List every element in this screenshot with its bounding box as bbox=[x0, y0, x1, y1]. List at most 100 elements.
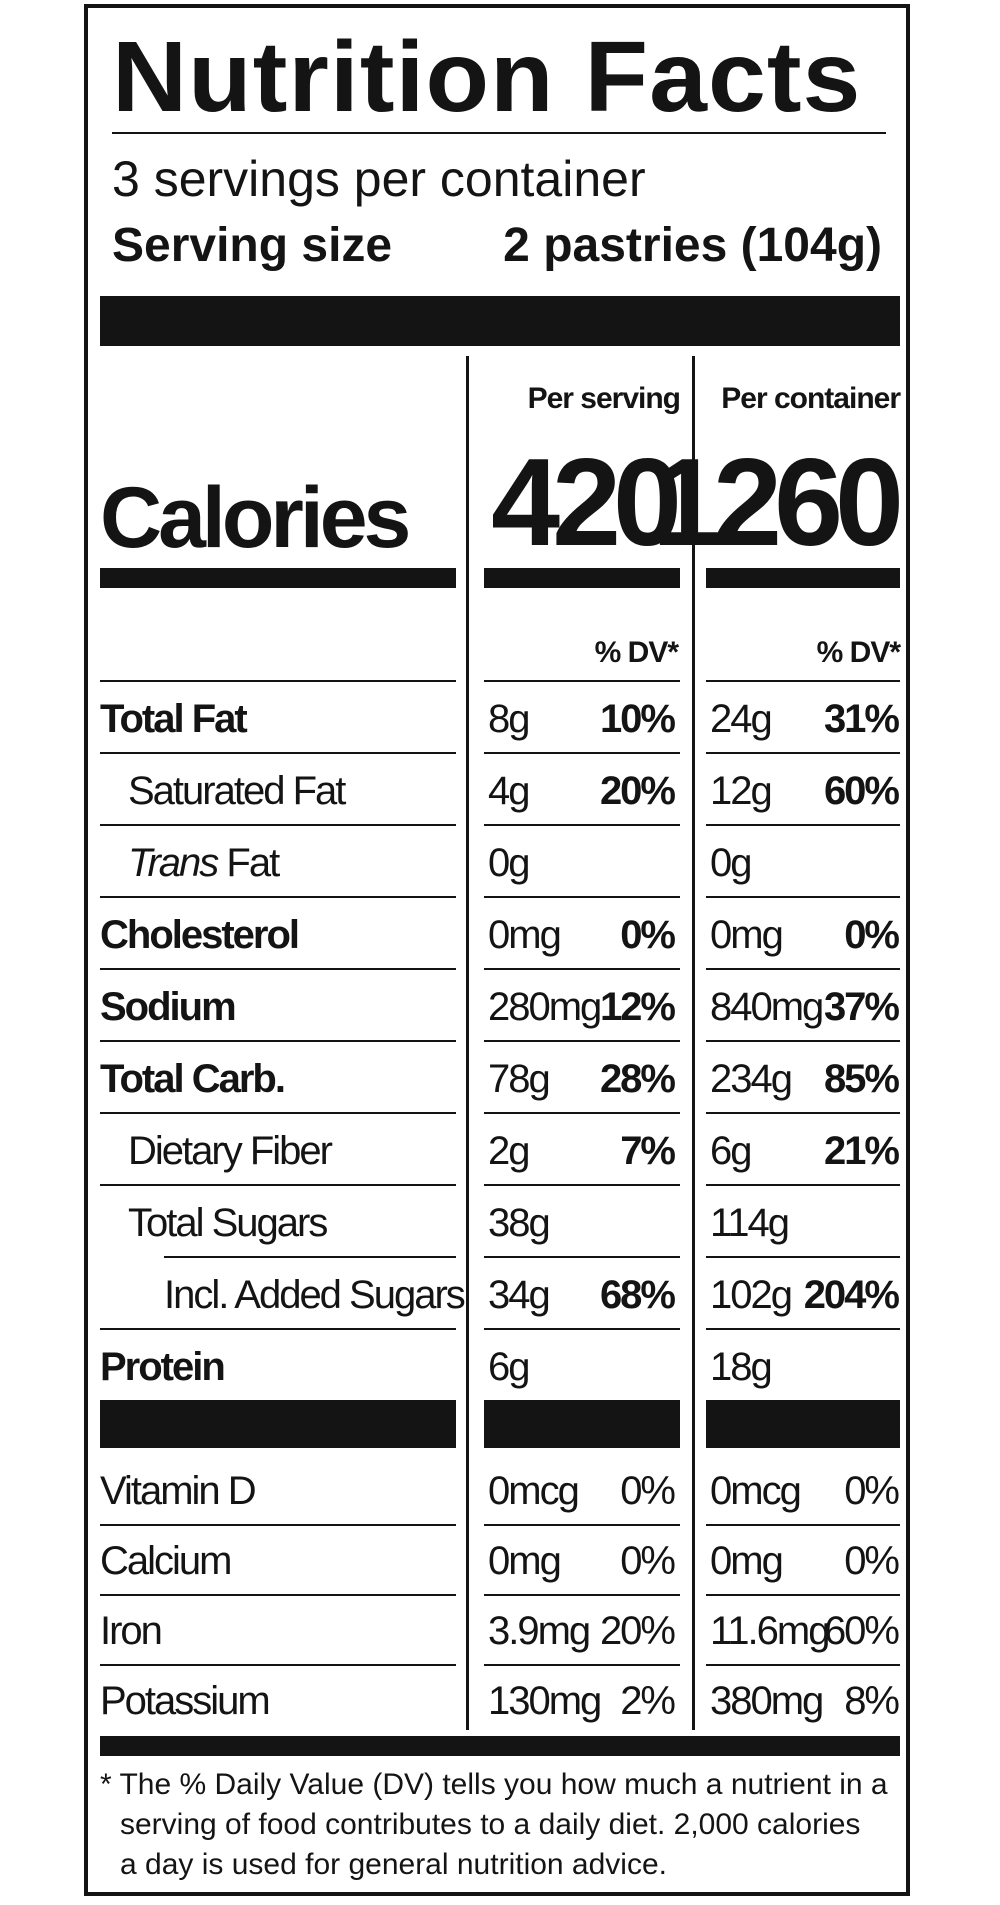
dv-header-serving: % DV* bbox=[594, 636, 679, 669]
label-title: Nutrition Facts bbox=[112, 21, 862, 133]
row-divider-container bbox=[706, 1328, 900, 1330]
row-divider-label bbox=[100, 1328, 456, 1330]
nutrient-name: Total Carb. bbox=[100, 1044, 286, 1114]
serving-amount: 0mg bbox=[488, 1539, 562, 1583]
row-divider-container bbox=[706, 1184, 900, 1186]
container-amount: 24g bbox=[710, 697, 773, 741]
row-divider-container bbox=[706, 752, 900, 754]
thick-bar-vitamins bbox=[100, 1400, 456, 1448]
nutrient-name: Saturated Fat bbox=[128, 756, 346, 826]
row-divider-serving bbox=[484, 680, 680, 682]
row-divider-container bbox=[706, 1594, 900, 1596]
serving-dv: 28% bbox=[599, 1057, 676, 1101]
vitamin-name: Vitamin D bbox=[100, 1469, 257, 1513]
row-divider-label bbox=[100, 1040, 456, 1042]
serving-amount: 130mg bbox=[488, 1679, 602, 1723]
container-amount: 6g bbox=[710, 1129, 752, 1173]
container-amount: 380mg bbox=[710, 1679, 824, 1723]
row-divider-label bbox=[100, 968, 456, 970]
title-divider bbox=[112, 132, 886, 134]
vitamin-name: Potassium bbox=[100, 1679, 271, 1723]
per-container-header: Per container bbox=[721, 382, 901, 415]
row-divider-container bbox=[706, 1040, 900, 1042]
row-divider-label bbox=[100, 1664, 456, 1666]
row-divider-serving bbox=[484, 1594, 680, 1596]
nutrient-name-text: Total Fat bbox=[100, 697, 248, 741]
serving-dv: 2% bbox=[620, 1679, 676, 1723]
serving-dv: 0% bbox=[620, 913, 676, 957]
serving-amount: 0g bbox=[488, 841, 530, 885]
container-amount: 0g bbox=[710, 841, 752, 885]
container-dv: 204% bbox=[803, 1273, 900, 1317]
nutrient-name: Trans Fat bbox=[128, 828, 280, 898]
nutrient-name: Total Sugars bbox=[128, 1188, 328, 1258]
container-dv: 85% bbox=[823, 1057, 900, 1101]
footnote-line: * The % Daily Value (DV) tells you how m… bbox=[100, 1768, 888, 1801]
row-divider-label bbox=[100, 896, 456, 898]
container-amount: 18g bbox=[710, 1345, 773, 1389]
row-divider-serving bbox=[484, 1112, 680, 1114]
serving-dv: 68% bbox=[599, 1273, 676, 1317]
row-divider-container bbox=[706, 1664, 900, 1666]
container-dv: 0% bbox=[844, 913, 900, 957]
container-dv: 8% bbox=[844, 1679, 900, 1723]
row-divider-serving bbox=[484, 896, 680, 898]
container-dv: 60% bbox=[823, 1609, 900, 1653]
footnote-line: serving of food contributes to a daily d… bbox=[120, 1808, 861, 1841]
container-amount: 840mg bbox=[710, 985, 824, 1029]
per-serving-header: Per serving bbox=[527, 382, 681, 415]
container-amount: 0mcg bbox=[710, 1469, 802, 1513]
serving-amount: 4g bbox=[488, 769, 530, 813]
row-divider-serving bbox=[484, 1184, 680, 1186]
serving-size-value: 2 pastries (104g) bbox=[503, 219, 882, 272]
calories-bar-container bbox=[706, 568, 900, 588]
column-divider-left bbox=[466, 356, 469, 1730]
row-divider-label bbox=[100, 752, 456, 754]
servings-per-container: 3 servings per container bbox=[112, 151, 646, 207]
serving-amount: 3.9mg bbox=[488, 1609, 591, 1653]
row-divider-serving bbox=[484, 1664, 680, 1666]
row-divider-container bbox=[706, 680, 900, 682]
serving-dv: 12% bbox=[599, 985, 676, 1029]
row-divider-container bbox=[706, 968, 900, 970]
row-divider-container bbox=[706, 1256, 900, 1258]
row-divider-serving bbox=[484, 968, 680, 970]
footnote: * The % Daily Value (DV) tells you how m… bbox=[100, 1765, 900, 1885]
nutrient-name-text: Fat bbox=[217, 841, 280, 885]
serving-amount: 6g bbox=[488, 1345, 530, 1389]
row-divider-label bbox=[100, 1112, 456, 1114]
thick-bar-vitamins-container bbox=[706, 1400, 900, 1448]
calories-bar-label bbox=[100, 568, 456, 588]
calories-per-container: 1260 bbox=[652, 434, 904, 572]
calories-per-serving: 420 bbox=[491, 434, 682, 572]
nutrient-name-text: Cholesterol bbox=[100, 913, 300, 957]
serving-dv: 0% bbox=[620, 1469, 676, 1513]
nutrient-name: Sodium bbox=[100, 972, 237, 1042]
serving-dv: 20% bbox=[599, 769, 676, 813]
row-divider-serving bbox=[484, 1328, 680, 1330]
serving-amount: 0mcg bbox=[488, 1469, 580, 1513]
nutrient-name: Incl. Added Sugars bbox=[164, 1260, 466, 1330]
calories-bar-serving bbox=[484, 568, 680, 588]
container-amount: 12g bbox=[710, 769, 773, 813]
container-amount: 234g bbox=[710, 1057, 793, 1101]
nutrient-name: Total Fat bbox=[100, 684, 248, 754]
serving-amount: 8g bbox=[488, 697, 530, 741]
row-divider-container bbox=[706, 824, 900, 826]
row-divider-container bbox=[706, 1112, 900, 1114]
nutrient-name-text: Incl. Added Sugars bbox=[164, 1273, 466, 1317]
nutrient-name-text: Dietary Fiber bbox=[128, 1129, 333, 1173]
container-amount: 0mg bbox=[710, 1539, 784, 1583]
dv-header-container: % DV* bbox=[816, 636, 901, 669]
nutrient-name-text: Saturated Fat bbox=[128, 769, 346, 813]
row-divider-label bbox=[164, 1256, 456, 1258]
vitamin-name: Calcium bbox=[100, 1539, 232, 1583]
serving-amount: 78g bbox=[488, 1057, 551, 1101]
thick-bar-vitamins-serving bbox=[484, 1400, 680, 1448]
serving-amount: 34g bbox=[488, 1273, 551, 1317]
container-amount: 114g bbox=[710, 1201, 790, 1245]
row-divider-label bbox=[100, 1594, 456, 1596]
nutrient-name-italic: Trans bbox=[128, 841, 219, 885]
serving-dv: 10% bbox=[599, 697, 676, 741]
container-amount: 0mg bbox=[710, 913, 784, 957]
